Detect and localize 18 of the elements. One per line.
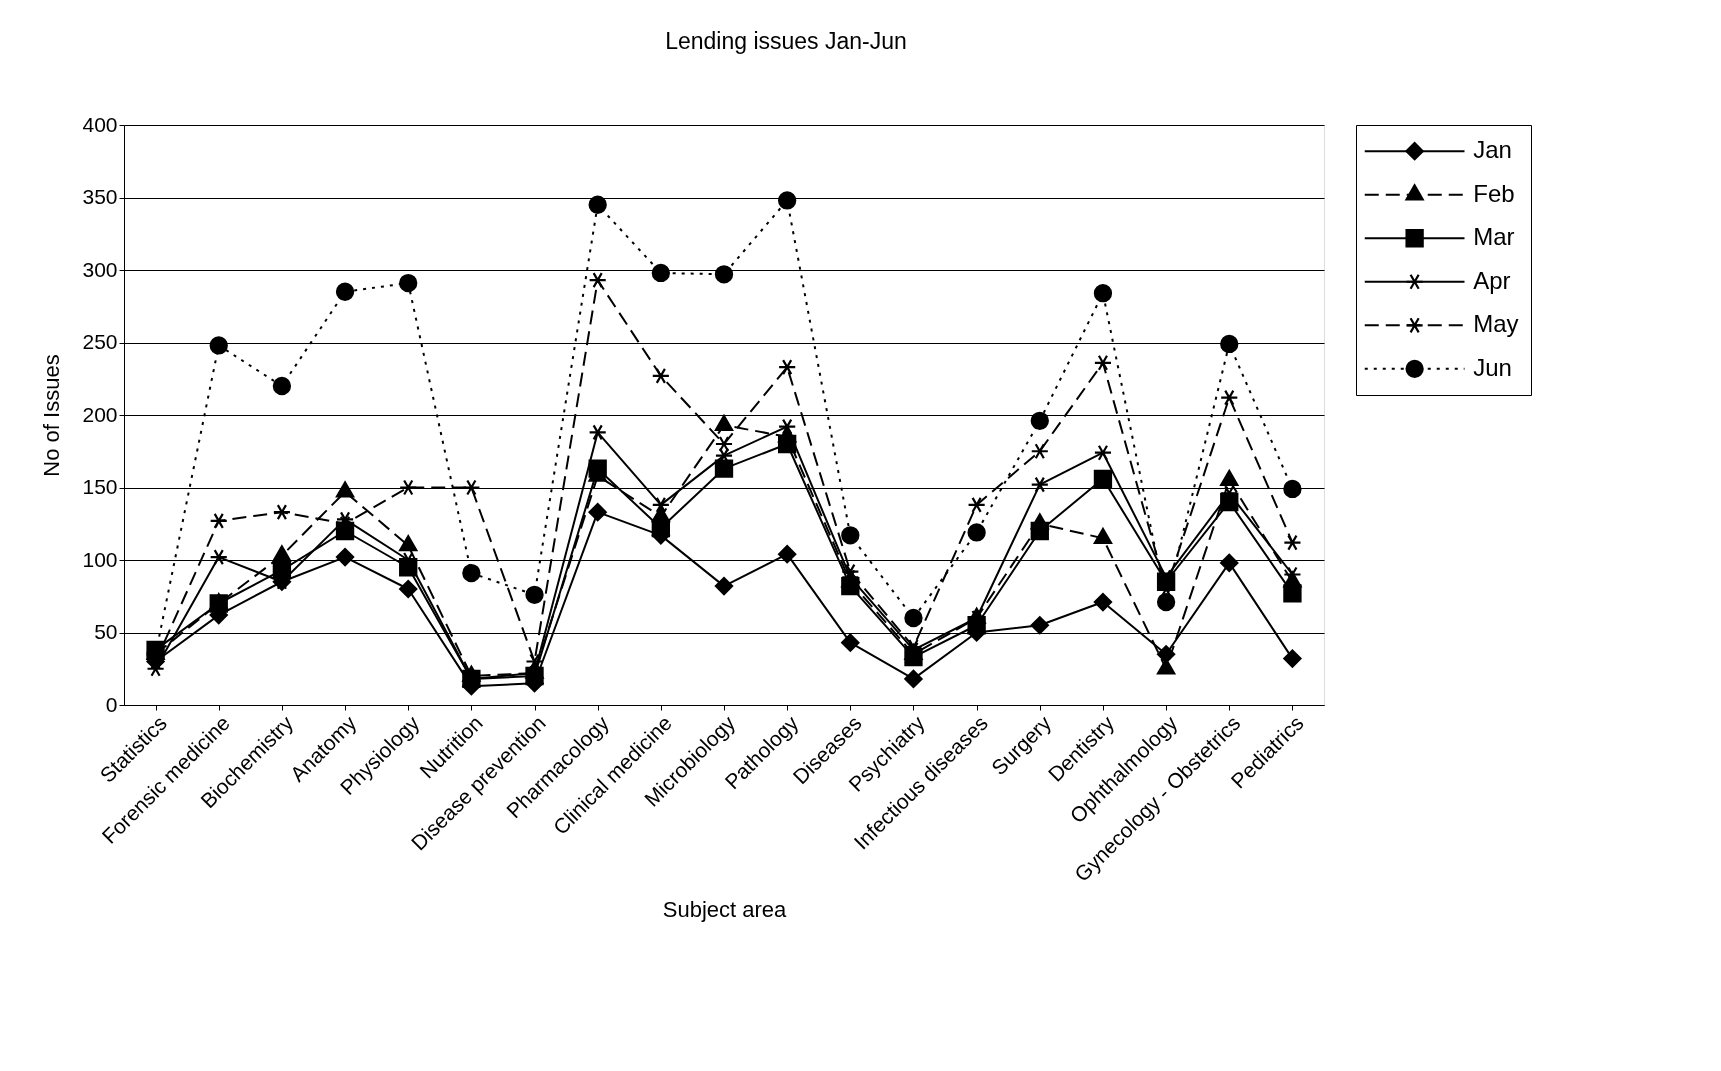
x-axis-title: Subject area — [662, 896, 788, 922]
y-axis-title: No of Issues — [39, 354, 65, 477]
legend-label: Mar — [1473, 223, 1515, 251]
legend-label: Feb — [1473, 179, 1515, 207]
chart-title: Lending issues Jan-Jun — [665, 27, 907, 54]
y-tick-label: 200 — [82, 402, 118, 426]
y-tick-label: 400 — [82, 112, 118, 136]
y-tick-label: 300 — [82, 257, 118, 281]
y-tick-label: 250 — [82, 330, 118, 353]
legend-label: Jun — [1473, 353, 1512, 381]
legend-label: May — [1473, 310, 1519, 338]
y-tick-label: 150 — [82, 475, 118, 498]
legend-label: Jan — [1473, 136, 1512, 164]
y-tick-label: 350 — [82, 185, 118, 208]
y-tick-label: 0 — [105, 692, 118, 716]
y-tick-label: 100 — [82, 547, 118, 571]
y-tick-label: 50 — [94, 620, 118, 643]
legend-label: Apr — [1473, 266, 1511, 294]
